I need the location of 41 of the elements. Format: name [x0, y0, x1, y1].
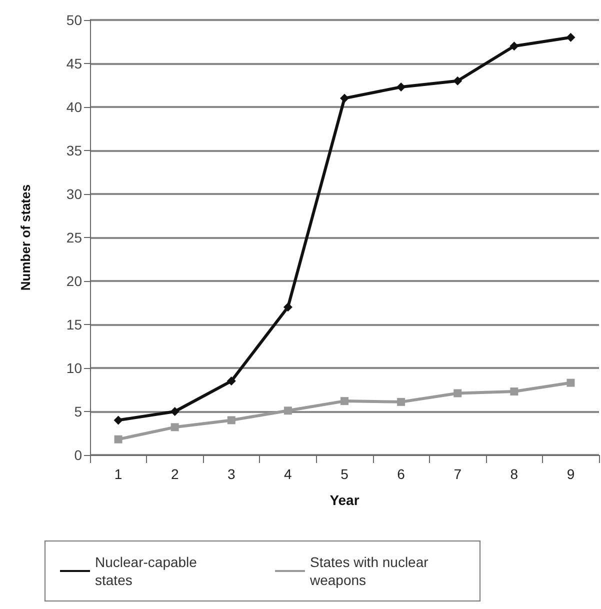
y-tick-label: 15 — [66, 316, 82, 332]
y-tick-label: 25 — [66, 230, 82, 246]
point — [566, 378, 575, 387]
x-tick-label: 5 — [340, 466, 349, 482]
point — [510, 42, 519, 51]
point — [114, 435, 122, 444]
x-tick-label: 8 — [510, 466, 518, 482]
legend-label: States with nuclear weapons — [309, 554, 432, 588]
x-tick-label: 4 — [284, 466, 292, 482]
y-tick-label: 40 — [66, 99, 82, 115]
point — [453, 76, 462, 86]
x-tick-label: 9 — [566, 466, 575, 482]
x-tick-label: 6 — [397, 466, 406, 482]
legend-label: Nuclear-capable states — [95, 554, 201, 588]
point — [226, 376, 236, 386]
y-tick-label: 10 — [66, 360, 82, 376]
point — [170, 423, 179, 432]
y-tick-label: 30 — [66, 186, 82, 202]
y-tick-label: 45 — [66, 56, 82, 72]
y-tick-label: 35 — [66, 142, 82, 158]
y-tick-label: 0 — [74, 447, 82, 463]
point — [114, 416, 123, 425]
point — [227, 416, 236, 424]
y-tick-label: 5 — [74, 404, 82, 420]
point — [454, 389, 462, 398]
point — [510, 387, 518, 396]
point — [283, 302, 292, 312]
point — [340, 397, 348, 406]
point — [397, 398, 406, 406]
x-tick-label: 1 — [114, 466, 122, 482]
y-axis-title: Number of states — [18, 184, 33, 291]
x-axis-title: Year — [330, 492, 360, 508]
x-tick-label: 2 — [170, 466, 179, 482]
point — [170, 407, 180, 416]
x-tick-label: 7 — [454, 466, 462, 482]
point — [566, 32, 576, 42]
x-tick-label: 3 — [227, 466, 236, 482]
y-tick-label: 50 — [66, 12, 82, 28]
y-tick-label: 20 — [66, 273, 82, 289]
point — [340, 94, 349, 103]
point — [284, 406, 292, 415]
